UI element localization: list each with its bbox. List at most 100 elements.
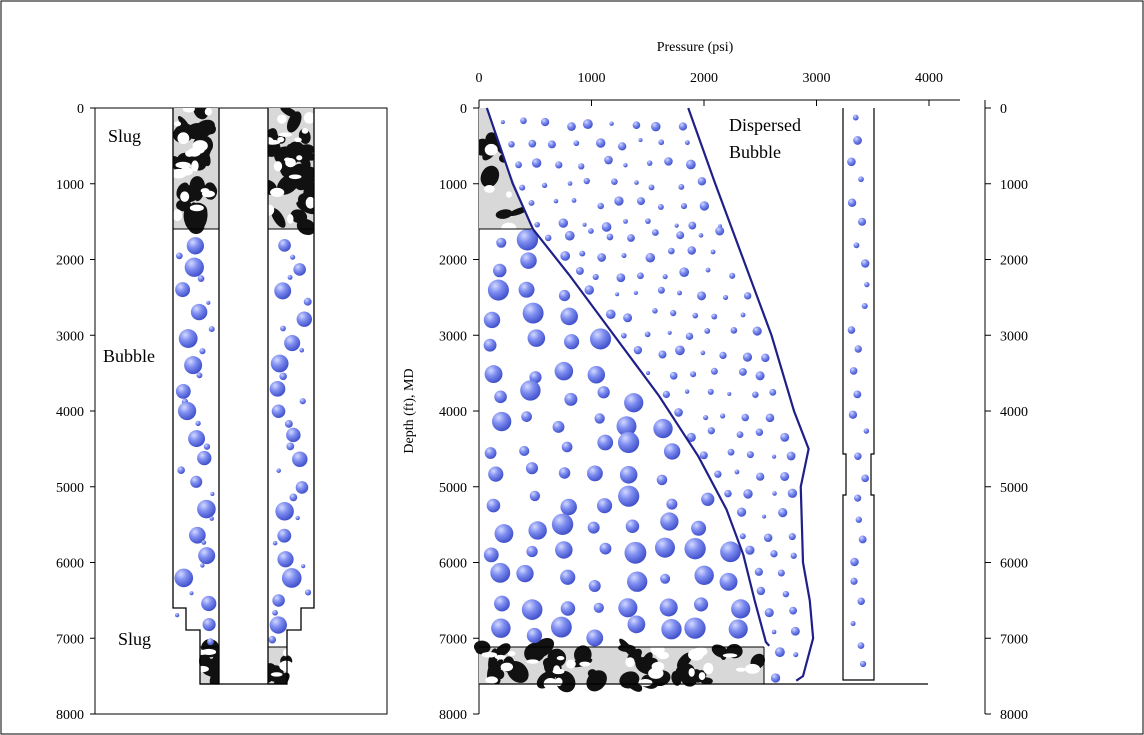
big-bubble (491, 618, 511, 638)
left-small-bubble (206, 300, 211, 305)
left-y-tick-label: 3000 (56, 329, 84, 344)
dispersed-bubble (515, 161, 522, 169)
dispersed-bubble (645, 370, 651, 376)
dispersed-bubble (678, 184, 685, 190)
dispersed-bubble (699, 201, 710, 211)
big-bubble (719, 572, 738, 591)
dispersed-bubble (763, 533, 773, 543)
dispersed-bubble (637, 272, 644, 280)
left-small-bubble (203, 443, 211, 450)
left-slug-texture (173, 108, 314, 684)
tube-bubble (857, 597, 865, 605)
dispersed-bubble (567, 122, 576, 131)
left-bubble (174, 568, 194, 588)
tube-bubble (849, 367, 858, 375)
slug-gap (277, 114, 287, 124)
big-bubble (560, 601, 576, 616)
dispersed-bubble (703, 414, 709, 421)
left-small-bubble (272, 609, 278, 616)
dispersed-bubble (633, 345, 643, 355)
slug-gap (553, 665, 561, 674)
slug-gap (296, 155, 303, 161)
slug-gap (189, 204, 204, 212)
big-bubble (661, 618, 682, 640)
x-tick-label: 3000 (803, 71, 831, 86)
dispersed-bubble (770, 550, 778, 558)
dispersed-bubble (685, 332, 694, 341)
dispersed-bubble (579, 250, 586, 257)
big-bubble (490, 562, 511, 583)
left-y-tick-label: 7000 (56, 632, 84, 647)
left-bubble (184, 356, 203, 375)
slug-blob (271, 208, 286, 228)
big-bubble (484, 447, 497, 459)
x-tick-label: 2000 (690, 71, 718, 86)
dispersed-bubble (541, 182, 548, 189)
big-bubble (588, 579, 601, 592)
big-bubble (492, 263, 507, 278)
left-small-bubble (279, 372, 287, 381)
big-bubble (624, 393, 644, 413)
big-bubble (520, 252, 537, 269)
dispersed-bubble (634, 180, 639, 185)
slug-blob (268, 663, 277, 676)
dispersed-bubble (623, 162, 628, 168)
pressure-depth-panel: Pressure (psi) 0 1000 2000 3000 4000 0 1000 20… (402, 40, 1028, 723)
big-bubble (625, 519, 640, 534)
dispersed-bubble (645, 252, 656, 263)
dispersed-bubble (627, 234, 635, 242)
tube-bubble (854, 345, 862, 353)
big-bubble (551, 513, 574, 535)
dispersed-bubble (740, 312, 746, 318)
dispersed-bubble (674, 223, 679, 228)
left-small-bubble (196, 372, 203, 379)
dispersed-bubble (651, 121, 661, 132)
slug-blob (176, 199, 192, 212)
dispersed-bubble (686, 159, 696, 170)
slug-gap (530, 179, 533, 190)
slug-gap (555, 677, 563, 687)
dispersed-bubble (790, 552, 797, 559)
dispersed-bubble (669, 371, 678, 380)
big-bubble (558, 467, 571, 479)
dispersed-bubble (780, 471, 790, 481)
big-bubble (484, 365, 503, 384)
slug-gap (175, 161, 191, 169)
slug-gap (484, 143, 498, 156)
tube-bubble (850, 621, 856, 627)
left-wellbore-panel: 0 1000 2000 3000 4000 5000 6000 7000 8000 Slug B… (56, 102, 388, 723)
dispersed-bubble (699, 451, 708, 460)
slug-gap (270, 672, 283, 677)
dispersed-bubble (658, 350, 667, 359)
left-bubble (275, 502, 294, 521)
left-bubble (293, 263, 306, 276)
slug-gap (484, 184, 495, 193)
left-small-bubble (209, 516, 214, 521)
big-bubble (654, 537, 675, 558)
big-bubble (486, 498, 501, 513)
slug-gap (579, 661, 591, 667)
dispersed-bubble (575, 266, 584, 275)
slug-blob (587, 669, 597, 678)
slug-gap (277, 136, 285, 143)
big-bubble (617, 431, 640, 454)
big-bubble (666, 498, 678, 510)
dispersed-bubble (710, 367, 718, 375)
big-bubble (494, 595, 510, 612)
big-bubble (597, 434, 614, 451)
dispersed-bubble (786, 451, 796, 461)
tube-bubble (853, 390, 862, 399)
right-y-tick-label: 4000 (1000, 405, 1028, 420)
dispersed-bubble (606, 233, 614, 241)
dispersed-bubble (700, 350, 706, 356)
right-tube-outline (842, 108, 875, 681)
dispersed-bubble (674, 408, 683, 417)
big-bubble (618, 598, 638, 618)
left-bubble (189, 526, 206, 544)
slug-gap (527, 184, 533, 191)
big-bubble (728, 619, 748, 639)
y-tick-label: 2000 (439, 254, 467, 269)
slug-blob (504, 128, 528, 141)
left-y-tick-label: 6000 (56, 557, 84, 572)
slug-gap (722, 653, 738, 658)
